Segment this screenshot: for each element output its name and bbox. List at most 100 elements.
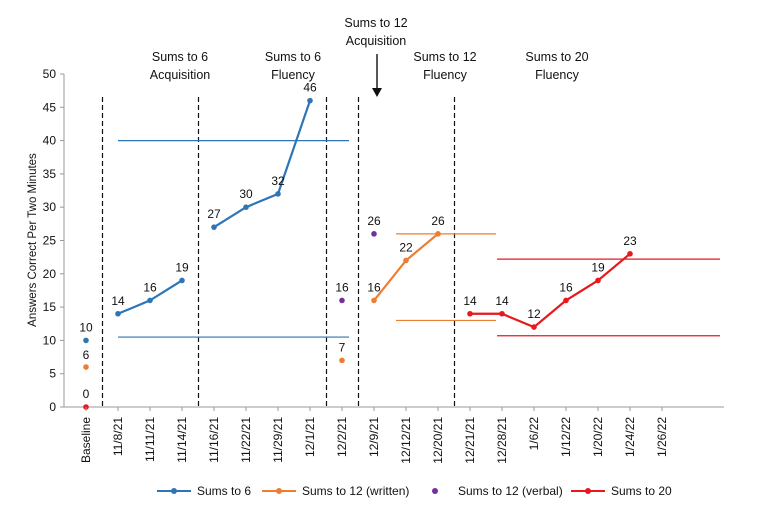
- x-tick-label: 1/6/22: [527, 417, 541, 451]
- phase-label-line: Sums to 6: [264, 50, 322, 64]
- legend-label: Sums to 12 (verbal): [458, 484, 563, 498]
- baseline-point-sums-to-6: [83, 337, 89, 344]
- y-tick-label: 20: [43, 267, 57, 281]
- data-point-sums-to-6: [211, 224, 217, 230]
- x-tick-label: 12/1/21: [303, 417, 317, 457]
- data-point-sums-to-20: [531, 324, 537, 330]
- legend-label: Sums to 12 (written): [302, 484, 410, 498]
- legend-dot: [585, 488, 591, 494]
- data-label: 46: [303, 81, 317, 95]
- data-point-sums-to-12-written: [371, 297, 377, 304]
- y-tick-label: 0: [49, 400, 56, 414]
- data-label: 26: [431, 214, 445, 228]
- y-axis-label: Answers Correct Per Two Minutes: [27, 153, 39, 327]
- phase-label-line: Acquisition: [149, 68, 211, 82]
- phase-label-line: Sums to 6: [151, 50, 209, 64]
- data-point-sums-to-6: [275, 191, 281, 197]
- x-tick-label: 11/22/21: [239, 417, 253, 463]
- x-tick-label: 12/9/21: [367, 417, 381, 457]
- phase-label-line: Fluency: [423, 68, 467, 82]
- legend-dot: [171, 488, 177, 494]
- phase-label: Sums to 6 Fluency: [265, 48, 321, 84]
- data-label: 14: [111, 294, 125, 308]
- phase-arrow-head: [372, 88, 382, 97]
- data-label: 14: [463, 294, 477, 308]
- x-tick-label: 12/12/21: [399, 417, 413, 464]
- x-tick-label: 12/2/21: [335, 417, 349, 457]
- legend-swatch-sums-to-6: [157, 485, 191, 497]
- x-tick-label: 1/26/22: [655, 417, 669, 457]
- data-label: 23: [623, 234, 637, 248]
- data-label: 27: [207, 207, 221, 221]
- data-point-sums-to-6: [179, 277, 185, 284]
- phase-label-line: Sums to 12: [344, 16, 408, 30]
- phase-label: Sums to 12 Fluency: [413, 48, 476, 84]
- data-point-sums-to-20: [563, 297, 569, 304]
- x-tick-label: 1/24/22: [623, 417, 637, 457]
- y-tick-label: 15: [43, 300, 57, 314]
- data-point-sums-to-6: [243, 204, 249, 210]
- data-label: 19: [591, 260, 605, 274]
- y-tick-label: 50: [43, 67, 57, 81]
- y-tick-label: 45: [43, 100, 57, 114]
- data-point-sums-to-20: [627, 251, 633, 257]
- legend-dot: [432, 488, 438, 494]
- x-tick-label: 11/8/21: [111, 417, 125, 456]
- x-tick-label: Baseline: [79, 417, 93, 463]
- data-label: 12: [527, 307, 541, 321]
- phase-label: Sums to 6 Acquisition: [150, 48, 210, 84]
- data-label: 10: [79, 320, 93, 334]
- y-tick-label: 5: [49, 367, 56, 381]
- phase-label-line: Acquisition: [345, 34, 407, 48]
- data-point-sums-to-12-written: [339, 357, 345, 364]
- data-label: 6: [83, 348, 90, 362]
- y-tick-label: 10: [43, 333, 57, 347]
- data-label: 0: [83, 387, 90, 401]
- data-label: 16: [335, 280, 349, 294]
- data-point-sums-to-12-verbal: [339, 297, 345, 304]
- data-label: 30: [239, 187, 253, 201]
- x-tick-label: 12/20/21: [431, 417, 445, 464]
- legend-item-sums-to-12-written: Sums to 12 (written): [262, 480, 409, 502]
- y-tick-label: 35: [43, 167, 57, 181]
- y-tick-label: 25: [43, 234, 57, 248]
- y-tick-label: 40: [43, 134, 57, 148]
- data-label: 19: [175, 260, 189, 274]
- data-label: 16: [367, 280, 381, 294]
- legend-item-sums-to-20: Sums to 20: [571, 480, 672, 502]
- data-label: 16: [143, 280, 157, 294]
- phase-label-line: Fluency: [271, 68, 315, 82]
- phase-label: Sums to 20 Fluency: [525, 48, 588, 84]
- baseline-point-sums-to-12-written: [83, 364, 89, 370]
- x-tick-label: 11/14/21: [175, 417, 189, 463]
- legend-swatch-sums-to-12-written: [262, 485, 296, 497]
- x-tick-label: 1/20/22: [591, 417, 605, 457]
- legend-dot: [276, 488, 282, 494]
- data-label: 14: [495, 294, 509, 308]
- x-tick-label: 12/28/21: [495, 417, 509, 464]
- data-point-sums-to-6: [115, 310, 121, 317]
- data-point-sums-to-6: [307, 97, 313, 104]
- data-point-sums-to-12-verbal: [371, 231, 377, 237]
- series-line-sums-to-20: [470, 252, 631, 329]
- phase-label: Sums to 12 Acquisition: [344, 14, 407, 50]
- data-label: 32: [271, 174, 285, 188]
- data-label: 26: [367, 214, 381, 228]
- x-tick-label: 11/16/21: [207, 417, 221, 463]
- data-label: 22: [399, 240, 413, 254]
- phase-label-line: Sums to 20: [525, 50, 589, 64]
- data-point-sums-to-12-written: [435, 231, 441, 237]
- legend-swatch-sums-to-20: [571, 485, 605, 497]
- x-tick-label: 11/29/21: [271, 417, 285, 463]
- legend: Sums to 6 Sums to 12 (written) Sums to 1…: [0, 480, 768, 502]
- y-tick-label: 30: [43, 200, 57, 214]
- x-tick-label: 12/21/21: [463, 417, 477, 464]
- data-point-sums-to-6: [147, 297, 153, 304]
- legend-label: Sums to 6: [197, 484, 252, 498]
- phase-label-line: Sums to 12: [413, 50, 477, 64]
- legend-swatch-sums-to-12-verbal: [418, 485, 452, 497]
- phase-label-line: Fluency: [535, 68, 579, 82]
- data-label: 7: [339, 340, 346, 354]
- legend-item-sums-to-6: Sums to 6: [157, 480, 251, 502]
